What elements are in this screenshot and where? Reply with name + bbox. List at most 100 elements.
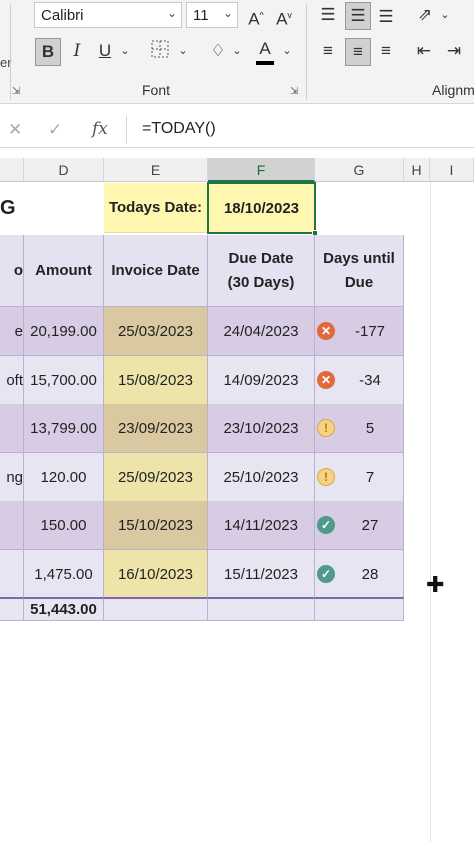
orientation-dropdown[interactable]: ⌄: [438, 2, 452, 30]
align-center-icon: ≡: [353, 42, 363, 61]
invoice-date-cell[interactable]: 25/09/2023: [104, 453, 208, 502]
amount-cell[interactable]: 20,199.00: [24, 307, 104, 356]
due-date-cell[interactable]: 23/10/2023: [208, 404, 315, 453]
invoice-date-cell[interactable]: 25/03/2023: [104, 307, 208, 356]
alignment-group-label: Alignm: [432, 82, 474, 98]
orientation-icon: ⇗: [417, 5, 433, 24]
top-align-button[interactable]: ☰: [316, 2, 340, 30]
sheet-title-fragment[interactable]: G: [0, 196, 16, 219]
borders-icon: [151, 40, 169, 58]
borders-dropdown[interactable]: ⌄: [176, 38, 190, 66]
amount-cell[interactable]: 150.00: [24, 501, 104, 550]
font-group-label: Font: [142, 82, 171, 98]
gridline: [430, 182, 431, 842]
grow-font-button[interactable]: A^: [248, 9, 264, 29]
borders-button[interactable]: [148, 40, 172, 68]
total-cell-invoice[interactable]: [104, 597, 208, 621]
orientation-button[interactable]: ⇗: [412, 2, 438, 30]
due-date-cell[interactable]: 24/04/2023: [208, 307, 315, 356]
font-size-dropdown[interactable]: 11 ⌄: [186, 2, 238, 28]
fill-color-button[interactable]: ♢: [206, 38, 230, 66]
due-date-cell[interactable]: 14/09/2023: [208, 356, 315, 405]
column-header-e[interactable]: E: [104, 158, 208, 182]
invoice-date-cell[interactable]: 23/09/2023: [104, 404, 208, 453]
font-color-button[interactable]: A: [254, 36, 276, 65]
align-left-button[interactable]: ≡: [316, 38, 340, 66]
cancel-icon[interactable]: ✕: [8, 120, 23, 139]
clipboard-dialog-launcher-icon[interactable]: ⇲: [12, 86, 21, 97]
column-header-c[interactable]: [0, 158, 24, 182]
chevron-down-icon: ⌄: [440, 9, 450, 21]
align-right-button[interactable]: ≡: [374, 38, 398, 66]
cell-select-cursor-icon: ✚: [426, 572, 445, 597]
enter-icon[interactable]: ✓: [48, 120, 63, 139]
insert-function-button[interactable]: fx: [92, 119, 108, 139]
chevron-down-icon: ⌄: [232, 45, 242, 57]
ribbon: er Calibri ⌄ 11 ⌄ A^ Av B I U ⌄ ⌄ ♢ ⌄ A …: [0, 0, 474, 104]
client-cell[interactable]: oft: [0, 356, 24, 405]
shrink-font-button[interactable]: Av: [276, 9, 292, 29]
client-cell[interactable]: [0, 404, 24, 453]
italic-icon: I: [73, 41, 81, 61]
column-header-i[interactable]: I: [430, 158, 474, 182]
font-color-icon: A: [259, 39, 271, 58]
header-due-date-line1: Due Date: [228, 249, 294, 267]
amount-cell[interactable]: 120.00: [24, 453, 104, 502]
header-days-until-due[interactable]: Days until Due: [315, 235, 404, 307]
invoice-date-cell[interactable]: 16/10/2023: [104, 550, 208, 599]
warning-exclamation-icon: !: [317, 419, 335, 437]
client-cell[interactable]: e: [0, 307, 24, 356]
client-cell[interactable]: ng: [0, 453, 24, 502]
client-cell[interactable]: [0, 501, 24, 550]
italic-button[interactable]: I: [66, 38, 88, 66]
todays-date-cell[interactable]: 18/10/2023: [207, 182, 316, 234]
middle-align-button[interactable]: ☰: [345, 2, 371, 30]
decrease-indent-button[interactable]: ⇤: [412, 38, 436, 66]
align-center-button[interactable]: ≡: [345, 38, 371, 66]
column-header-f[interactable]: F: [208, 158, 315, 182]
ribbon-separator: [10, 4, 11, 100]
formula-input[interactable]: =TODAY(): [142, 120, 216, 137]
header-due-date-line2: (30 Days): [227, 273, 295, 291]
header-amount[interactable]: Amount: [24, 235, 104, 307]
client-cell[interactable]: [0, 550, 24, 599]
amount-cell[interactable]: 13,799.00: [24, 404, 104, 453]
bottom-align-button[interactable]: ☰: [374, 4, 398, 32]
total-cell-days[interactable]: [315, 597, 404, 621]
header-client[interactable]: o: [0, 235, 24, 307]
days-until-due-cell[interactable]: 28: [315, 550, 404, 599]
formula-bar: ✕ ✓ fx =TODAY(): [0, 112, 474, 148]
due-date-cell[interactable]: 14/11/2023: [208, 501, 315, 550]
font-dialog-launcher-icon[interactable]: ⇲: [290, 86, 299, 97]
fill-color-dropdown[interactable]: ⌄: [230, 38, 244, 66]
font-color-dropdown[interactable]: ⌄: [280, 38, 294, 66]
increase-indent-icon: ⇥: [446, 41, 462, 60]
overdue-x-icon: ✕: [317, 322, 335, 340]
underline-button[interactable]: U: [94, 38, 116, 66]
invoice-date-cell[interactable]: 15/10/2023: [104, 501, 208, 550]
font-name-value: Calibri: [41, 7, 84, 24]
invoice-date-cell[interactable]: 15/08/2023: [104, 356, 208, 405]
chevron-down-icon: ⌄: [222, 6, 233, 20]
amount-cell[interactable]: 15,700.00: [24, 356, 104, 405]
due-date-cell[interactable]: 25/10/2023: [208, 453, 315, 502]
increase-indent-button[interactable]: ⇥: [442, 38, 466, 66]
column-header-h[interactable]: H: [404, 158, 430, 182]
paint-bucket-icon: ♢: [210, 41, 226, 60]
due-date-cell[interactable]: 15/11/2023: [208, 550, 315, 599]
amount-cell[interactable]: 1,475.00: [24, 550, 104, 599]
total-cell-client[interactable]: [0, 597, 24, 621]
header-invoice-date[interactable]: Invoice Date: [104, 235, 208, 307]
font-name-dropdown[interactable]: Calibri ⌄: [34, 2, 182, 28]
total-cell-due[interactable]: [208, 597, 315, 621]
todays-date-label[interactable]: Todays Date:: [104, 183, 208, 233]
warning-exclamation-icon: !: [317, 468, 335, 486]
middle-align-icon: ☰: [350, 6, 366, 25]
header-due-date[interactable]: Due Date (30 Days): [208, 235, 315, 307]
total-amount-cell[interactable]: 51,443.00: [24, 597, 104, 621]
column-header-g[interactable]: G: [315, 158, 404, 182]
underline-dropdown[interactable]: ⌄: [118, 38, 132, 66]
column-header-d[interactable]: D: [24, 158, 104, 182]
bold-button[interactable]: B: [35, 38, 61, 66]
chevron-down-icon: ⌄: [166, 6, 177, 20]
